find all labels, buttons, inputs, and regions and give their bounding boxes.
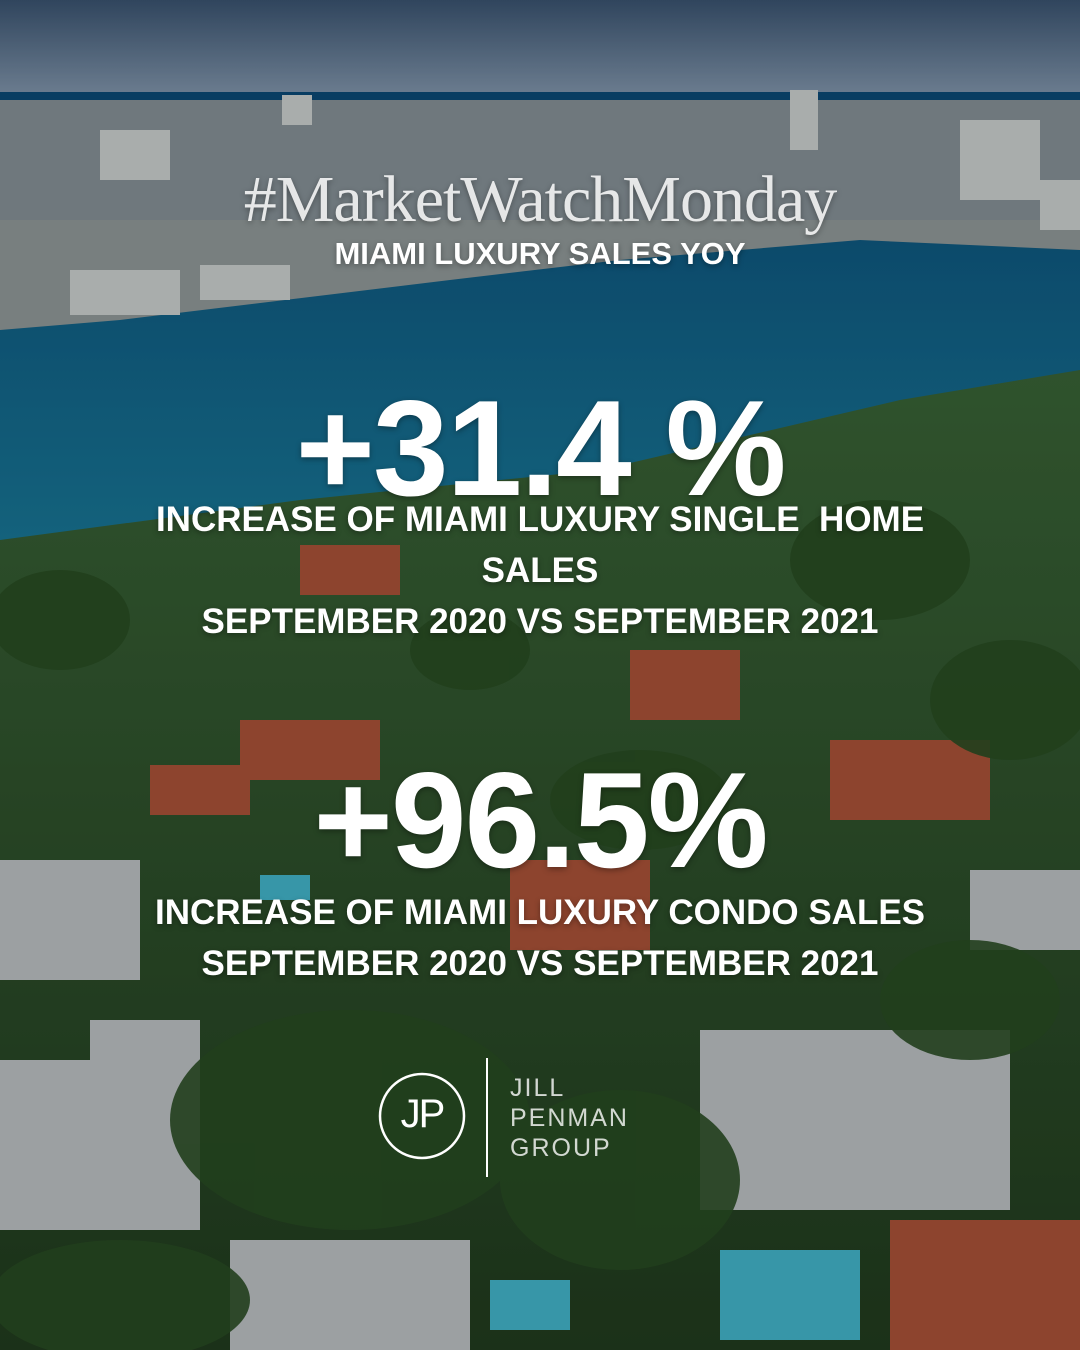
- stat-description: INCREASE OF MIAMI LUXURY SINGLE HOME: [155, 500, 925, 539]
- logo-text: JILL: [510, 1074, 566, 1102]
- stat-value: +31.4 %: [295, 372, 787, 524]
- stat-description: SEPTEMBER 2020 VS SEPTEMBER 2021: [201, 602, 879, 641]
- stat-value: +96.5%: [313, 744, 768, 896]
- hashtag: #MarketWatchMonday: [243, 163, 838, 236]
- logo-monogram: JP: [400, 1092, 446, 1136]
- stat-description: SALES: [481, 551, 599, 590]
- logo-text: PENMAN: [510, 1104, 629, 1132]
- subtitle: MIAMI LUXURY SALES YOY: [334, 236, 746, 271]
- stat-description: SEPTEMBER 2020 VS SEPTEMBER 2021: [201, 944, 879, 983]
- logo-text: GROUP: [510, 1134, 612, 1162]
- stat-description: INCREASE OF MIAMI LUXURY CONDO SALES: [154, 893, 926, 932]
